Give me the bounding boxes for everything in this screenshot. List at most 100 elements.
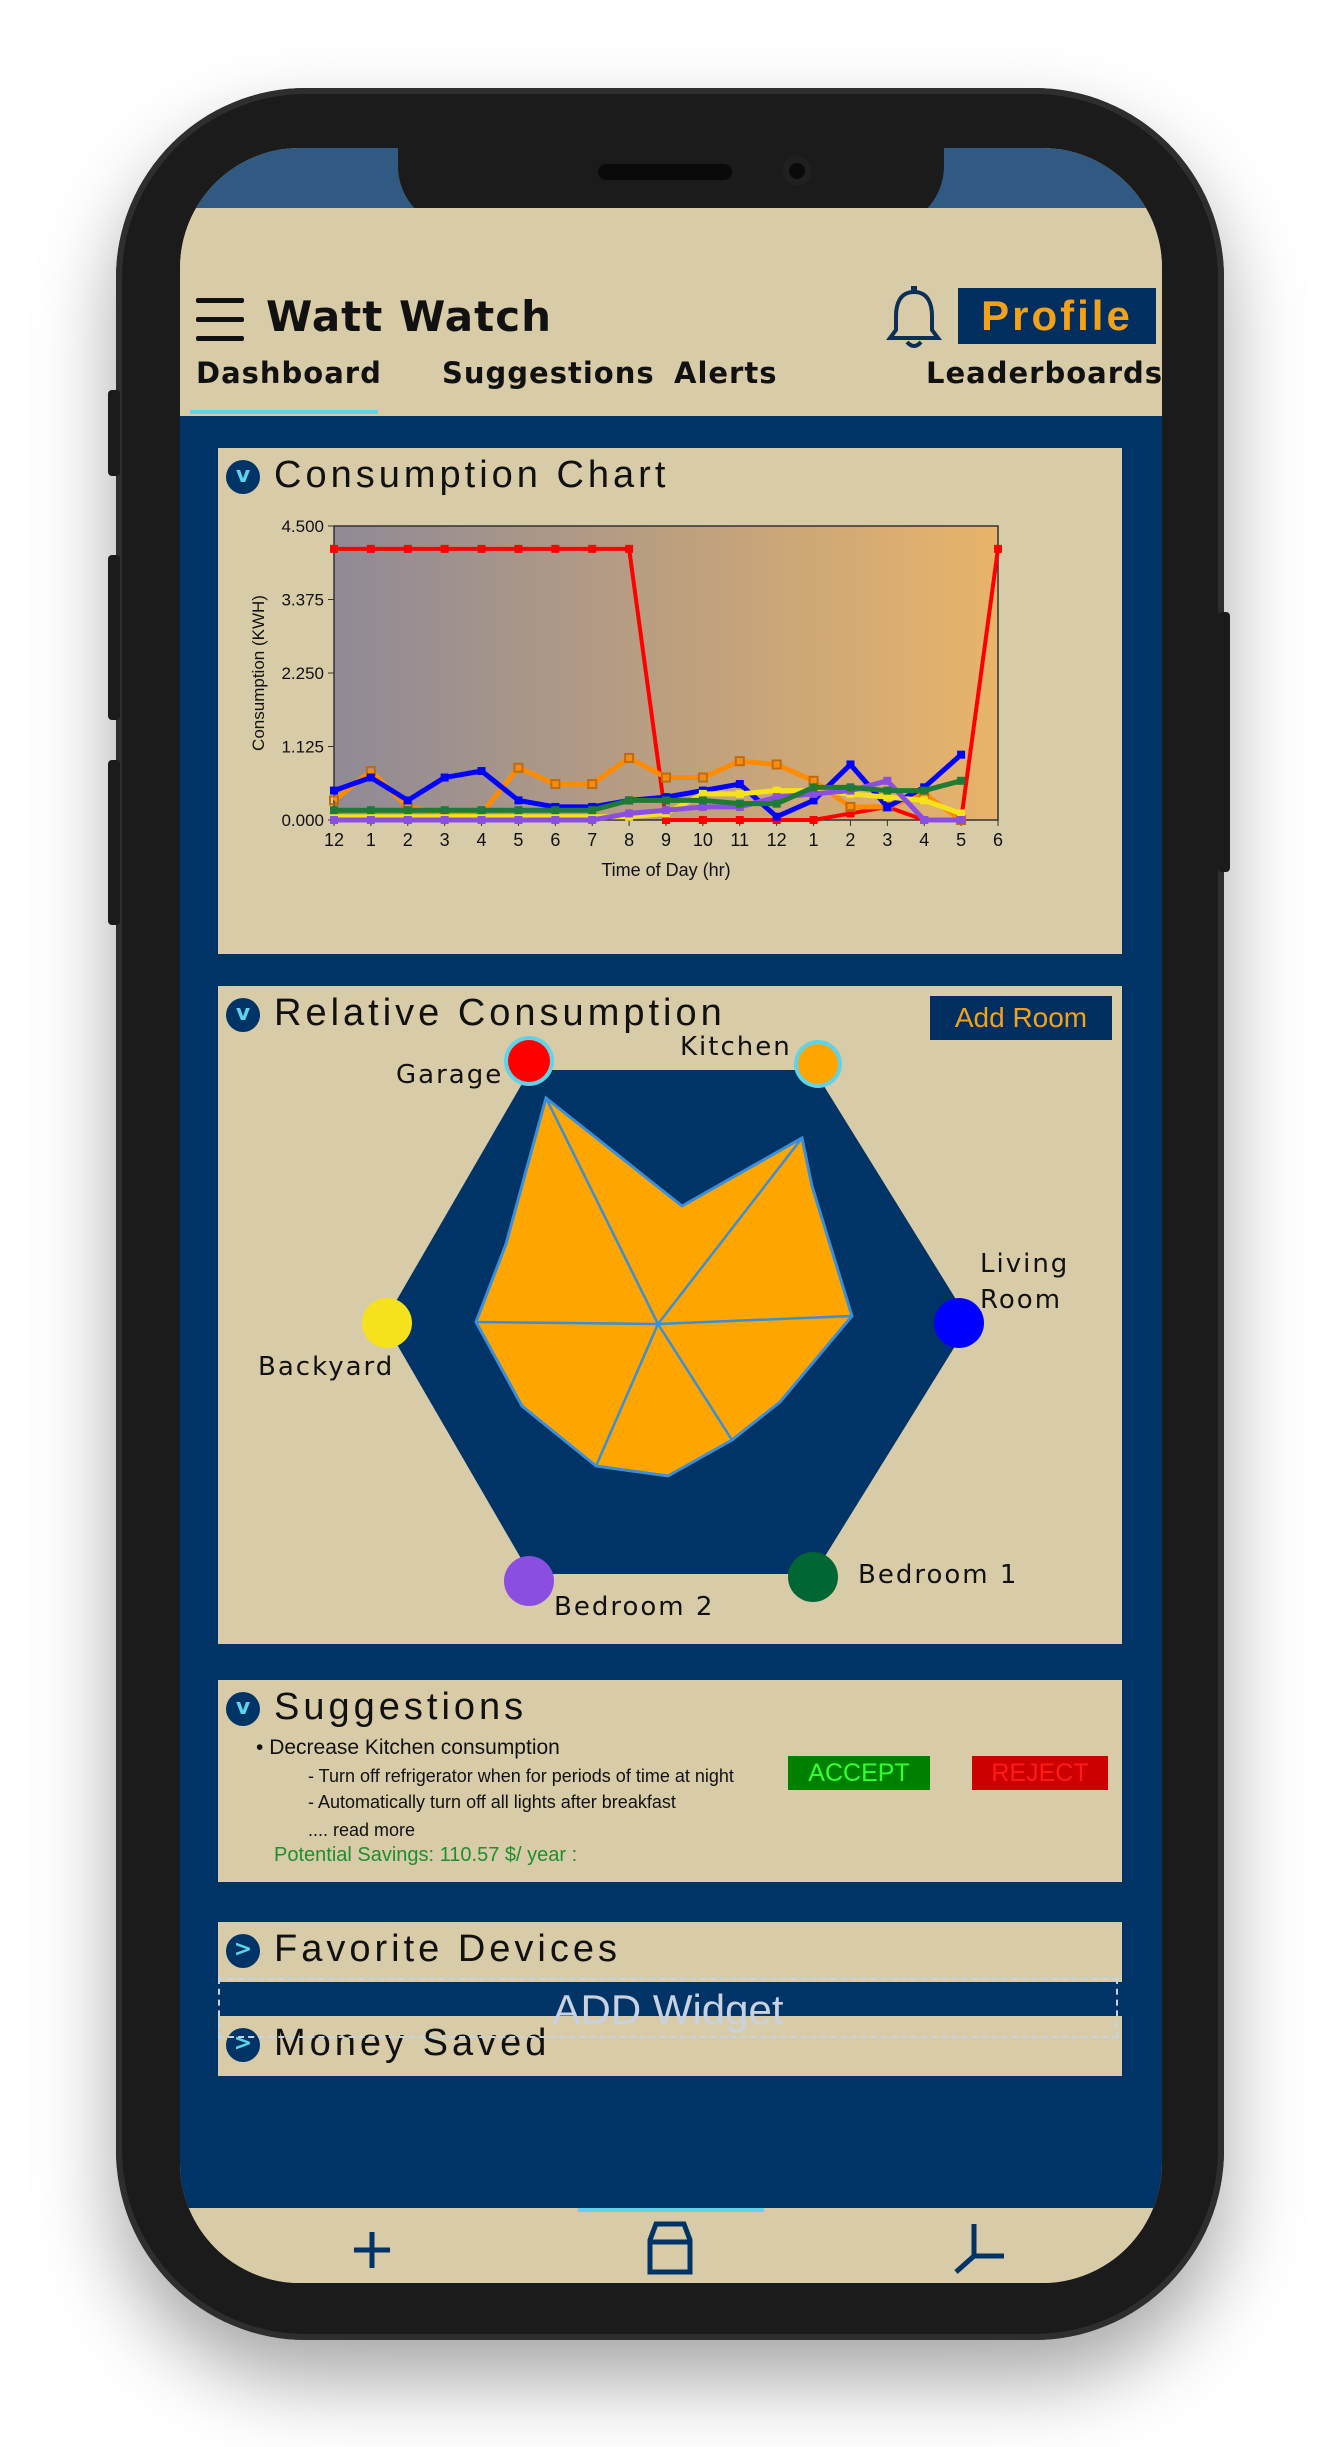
data-point [588,806,597,815]
active-tab-indicator [190,410,378,414]
data-point [883,776,892,785]
data-point [883,802,892,811]
data-point [588,544,597,553]
plot-area [333,525,999,821]
x-tick-label: 2 [845,830,855,850]
data-point [551,816,560,824]
tab-dashboard[interactable]: Dashboard [196,356,382,390]
room-dot-living-room[interactable] [934,1298,984,1348]
accept-button[interactable]: ACCEPT [788,1756,930,1790]
data-point [698,816,707,824]
room-dot-bedroom-1[interactable] [788,1552,838,1602]
x-tick-label: 1 [366,830,376,850]
data-point [330,786,338,795]
data-point [957,776,966,785]
tab-suggestions[interactable]: Suggestions [442,356,655,390]
mute-switch [108,390,120,476]
x-tick-label: 5 [956,830,966,850]
data-point [588,816,597,824]
x-tick-label: 7 [587,830,597,850]
stats-icon[interactable] [952,2220,1006,2276]
data-point [846,783,855,792]
volume-down-button [108,760,120,925]
menu-icon[interactable] [196,298,244,344]
x-tick-label: 4 [477,830,487,850]
data-point [513,762,524,773]
relative-card-title: Relative Consumption [274,992,726,1034]
x-tick-label: 8 [624,830,634,850]
data-point [920,786,929,795]
data-point [366,806,375,815]
y-tick-label: 4.500 [281,517,324,536]
data-point [477,816,486,824]
profile-button[interactable]: Profile [958,288,1156,344]
bell-icon[interactable] [886,286,942,352]
data-point [957,750,966,759]
series-line [334,778,962,813]
bottom-nav-active-indicator [578,2208,764,2212]
y-tick-label: 2.250 [281,664,324,683]
data-point [735,789,744,798]
series-line [334,788,962,820]
data-point [957,809,966,818]
data-point [329,795,339,806]
add-icon[interactable] [352,2230,392,2270]
radar-spokes [475,1097,853,1467]
expand-chevron-icon[interactable]: > [226,1934,260,1968]
data-point [734,756,745,767]
data-point [662,806,670,815]
x-tick-label: 3 [440,830,450,850]
data-point [883,793,892,802]
x-tick-label: 2 [403,830,413,850]
potential-savings: Potential Savings: 110.57 $/ year : [274,1844,578,1866]
data-point [551,544,560,553]
data-point [772,799,781,808]
x-tick-label: 12 [767,830,787,850]
x-tick-label: 6 [550,830,560,850]
x-tick-label: 9 [661,830,671,850]
data-point [403,816,412,824]
room-dot-garage[interactable] [508,1040,550,1082]
phone-screen: Watt Watch Profile Dashboard Suggestions… [180,148,1162,2283]
data-point [994,544,1002,553]
suggestion-text: Decrease Kitchen consumption [269,1736,560,1759]
data-point [697,772,708,783]
data-point [625,544,634,553]
room-dot-bedroom-2[interactable] [504,1556,554,1606]
data-point [809,789,818,798]
tab-alerts[interactable]: Alerts [674,356,778,390]
data-point [698,796,707,805]
reject-button[interactable]: REJECT [972,1756,1108,1790]
suggestion-detail: - Turn off refrigerator when for periods… [308,1766,734,1786]
suggestion-item: • Decrease Kitchen consumption [256,1736,560,1759]
collapse-chevron-icon[interactable]: v [226,460,260,494]
data-point [625,809,634,818]
app-title: Watt Watch [266,292,552,341]
dashboard-content: v Consumption Chart 0.000 1.125 2.250 3.375… [180,416,1162,2226]
data-point [440,544,449,553]
relative-consumption-radar [384,1070,970,1574]
room-dot-kitchen[interactable] [798,1044,838,1084]
favorite-devices-card[interactable]: > Favorite Devices [218,1922,1122,1982]
x-tick-label: 6 [993,830,1003,850]
data-point [550,779,561,790]
collapse-chevron-icon[interactable]: v [226,998,260,1032]
collapse-chevron-icon[interactable]: v [226,1692,260,1726]
room-label-backyard: Backyard [258,1352,395,1382]
data-point [330,806,338,815]
y-tick-label: 3.375 [281,591,324,610]
data-point [809,796,818,805]
room-label-garage: Garage [396,1060,504,1090]
tab-leaderboards[interactable]: Leaderboards [926,356,1162,390]
data-point [440,816,449,824]
data-point [587,779,598,790]
data-point [440,773,449,782]
add-room-button[interactable]: Add Room [930,996,1112,1040]
read-more-link[interactable]: .... read more [308,1820,416,1840]
add-widget-button[interactable]: ADD Widget [218,1978,1118,2038]
room-dot-backyard[interactable] [362,1298,412,1348]
data-point [551,806,560,815]
home-icon[interactable] [646,2220,694,2276]
money-saved-card[interactable]: > Money Saved [218,2016,1122,2076]
